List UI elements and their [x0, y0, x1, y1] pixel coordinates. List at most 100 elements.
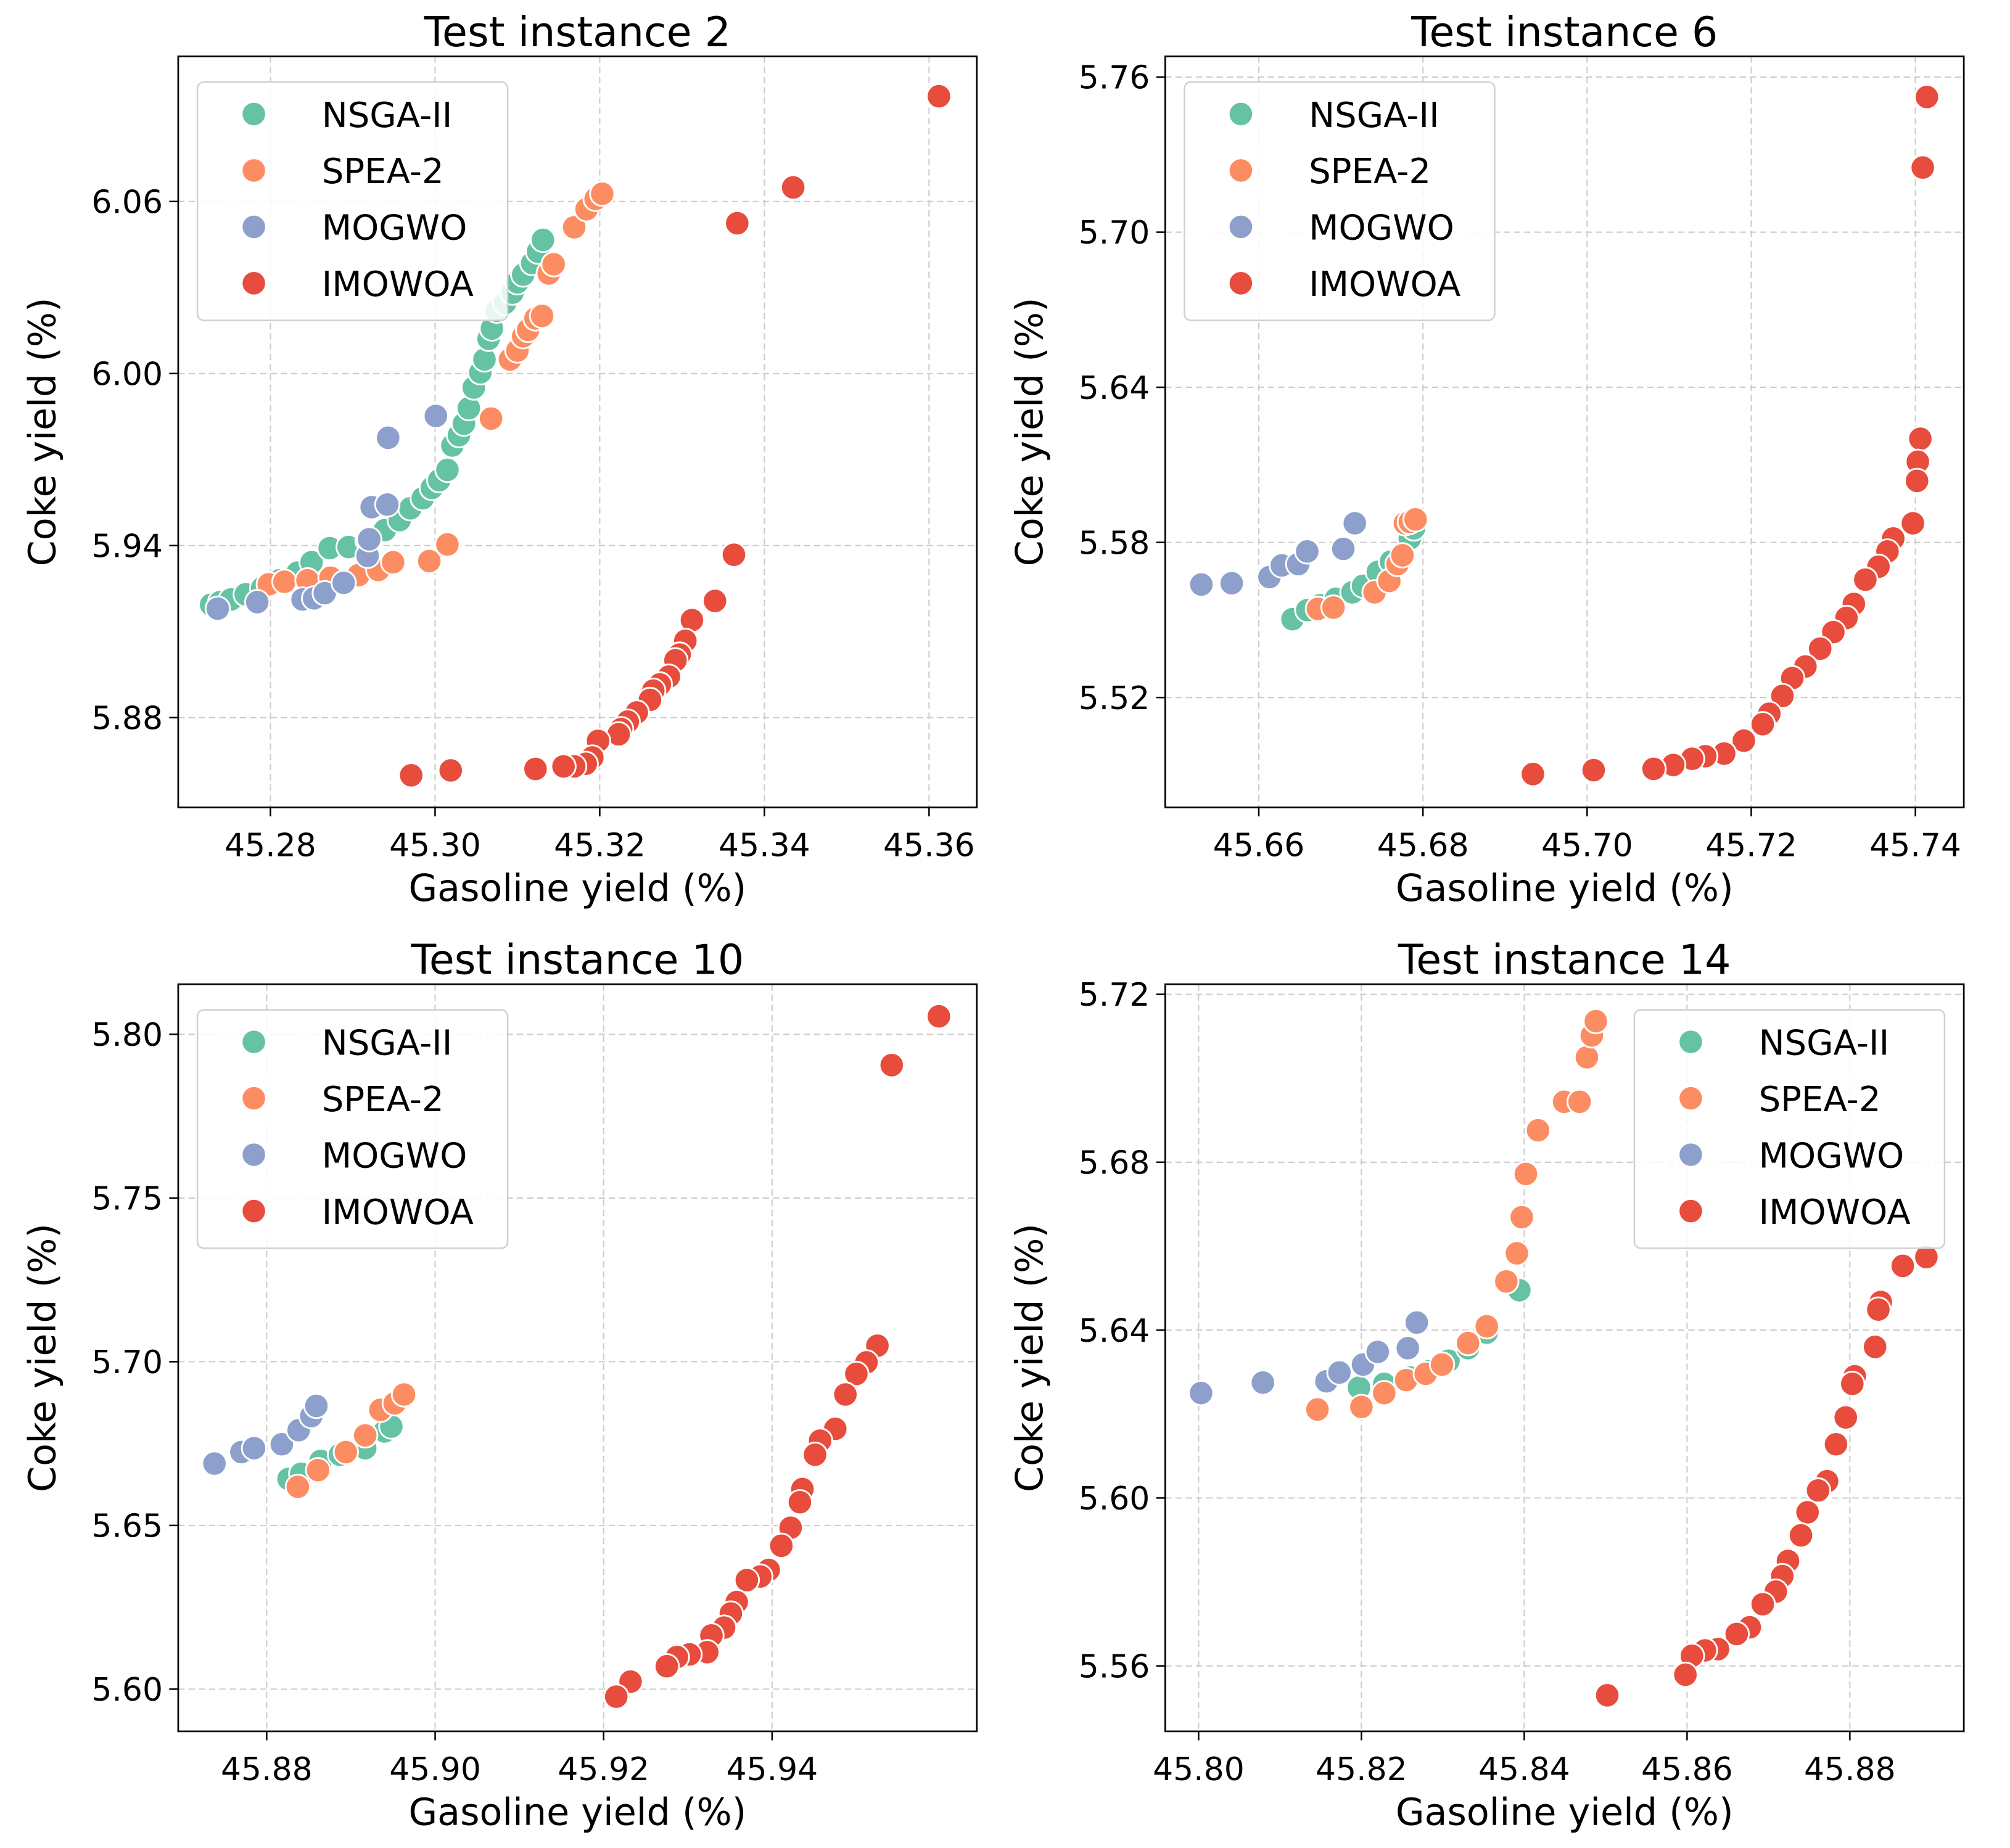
- axes-frame: [177, 983, 978, 1733]
- x-tick-label: 45.32: [554, 827, 646, 864]
- x-tick-label: 45.36: [883, 827, 975, 864]
- y-tick-label: 5.68: [1079, 1145, 1150, 1182]
- x-tick-label: 45.82: [1316, 1751, 1407, 1788]
- data-point: [390, 1381, 418, 1408]
- x-axis-label: Gasoline yield (%): [408, 867, 746, 910]
- x-tick-label: 45.30: [389, 827, 481, 864]
- legend-label: NSGA-II: [1759, 1023, 1890, 1063]
- y-tick-label: 5.65: [91, 1508, 163, 1545]
- data-point: [1294, 538, 1320, 565]
- data-point: [201, 1450, 228, 1477]
- legend-label: MOGWO: [322, 208, 467, 248]
- legend-marker-mogwo: [1678, 1141, 1704, 1168]
- points-layer: [1188, 1008, 1940, 1709]
- data-point: [1580, 757, 1607, 784]
- x-tick-label: 45.72: [1705, 827, 1797, 864]
- data-point: [529, 303, 556, 329]
- data-point: [284, 1474, 311, 1500]
- data-point: [1341, 510, 1368, 536]
- legend-marker-imowoa: [1227, 270, 1254, 297]
- y-tick-label: 6.00: [91, 356, 163, 393]
- legend-marker-nsga-ii: [241, 1029, 267, 1055]
- data-point: [724, 210, 751, 237]
- data-point: [1455, 1330, 1481, 1357]
- subplot-3: 45.88 45.90 45.92 45.94 5.60 5.65 5.70 5.75 5.80…: [21, 936, 978, 1834]
- x-tick-label: 45.70: [1541, 827, 1633, 864]
- y-tick-label: 5.56: [1079, 1648, 1150, 1685]
- y-tick-label: 5.64: [1079, 370, 1150, 407]
- legend-label: NSGA-II: [1309, 96, 1440, 136]
- data-point: [305, 1456, 331, 1484]
- data-point: [1865, 1296, 1892, 1323]
- data-point: [561, 214, 588, 240]
- legend-marker-nsga-ii: [1227, 101, 1254, 128]
- data-point: [1583, 1008, 1609, 1035]
- legend-label: IMOWOA: [322, 1193, 474, 1233]
- data-point: [802, 1441, 828, 1468]
- data-point: [1640, 755, 1667, 782]
- data-point: [1188, 1380, 1214, 1407]
- subplot-title: Test instance 6: [1411, 8, 1718, 56]
- data-point: [1573, 1044, 1600, 1070]
- data-point: [832, 1381, 859, 1408]
- data-point: [550, 753, 577, 780]
- legend: NSGA-II SPEA-2 MOGWO IMOWOA: [1633, 1009, 1946, 1249]
- axes-frame: [1164, 55, 1965, 808]
- subplot-title: Test instance 2: [424, 8, 731, 56]
- series-mogwo: [1188, 1309, 1430, 1407]
- series-imowoa: [1594, 1244, 1940, 1709]
- data-point: [1889, 1252, 1916, 1279]
- data-point: [540, 251, 567, 277]
- series-mogwo: [201, 1392, 330, 1477]
- x-tick-label: 45.90: [389, 1751, 481, 1788]
- data-point: [1188, 571, 1215, 598]
- data-point: [1504, 1240, 1530, 1267]
- data-point: [352, 1422, 379, 1449]
- data-point: [356, 526, 382, 552]
- subplot-title: Test instance 14: [1398, 936, 1731, 984]
- data-point: [530, 226, 556, 253]
- data-point: [780, 174, 807, 201]
- y-tick-label: 5.88: [91, 700, 163, 737]
- y-tick-label: 5.72: [1079, 977, 1150, 1014]
- legend-marker-spea-2: [241, 1085, 267, 1112]
- y-tick-label: 5.76: [1079, 60, 1150, 97]
- data-point: [1907, 425, 1934, 452]
- data-point: [589, 180, 616, 207]
- series-spea-2: [255, 180, 616, 598]
- legend-marker-nsga-ii: [241, 101, 267, 128]
- axes-frame: [177, 55, 978, 808]
- data-point: [1852, 566, 1879, 593]
- data-point: [380, 549, 406, 575]
- legend-marker-imowoa: [241, 1197, 267, 1225]
- data-point: [1731, 728, 1757, 754]
- points-layer: [201, 1003, 952, 1710]
- x-tick-label: 45.84: [1478, 1751, 1570, 1788]
- data-point: [1509, 1204, 1535, 1231]
- data-point: [1769, 683, 1796, 709]
- subplot-4: 45.80 45.82 45.84 45.86 45.88 5.56 5.60 5.64 5.6…: [1008, 936, 1965, 1834]
- data-point: [1749, 711, 1776, 737]
- legend-label: MOGWO: [1759, 1136, 1905, 1176]
- data-point: [1823, 1431, 1850, 1458]
- x-tick-label: 45.28: [224, 827, 316, 864]
- y-tick-label: 5.58: [1079, 525, 1150, 562]
- x-tick-label: 45.88: [1804, 1751, 1896, 1788]
- legend-box: [196, 81, 509, 321]
- data-point: [1428, 1351, 1456, 1378]
- data-point: [1512, 1160, 1539, 1188]
- data-point: [1326, 1359, 1353, 1386]
- data-point: [1394, 1335, 1421, 1361]
- data-point: [1914, 84, 1940, 110]
- legend-label: SPEA-2: [1309, 152, 1431, 192]
- data-point: [398, 762, 424, 789]
- points-layer: [198, 83, 952, 789]
- data-point: [1250, 1369, 1276, 1396]
- series-imowoa: [603, 1003, 952, 1710]
- data-point: [1403, 1309, 1430, 1336]
- legend-label: SPEA-2: [322, 1080, 444, 1120]
- y-tick-label: 5.70: [91, 1344, 163, 1381]
- data-point: [768, 1532, 795, 1559]
- series-spea-2: [1304, 1008, 1609, 1423]
